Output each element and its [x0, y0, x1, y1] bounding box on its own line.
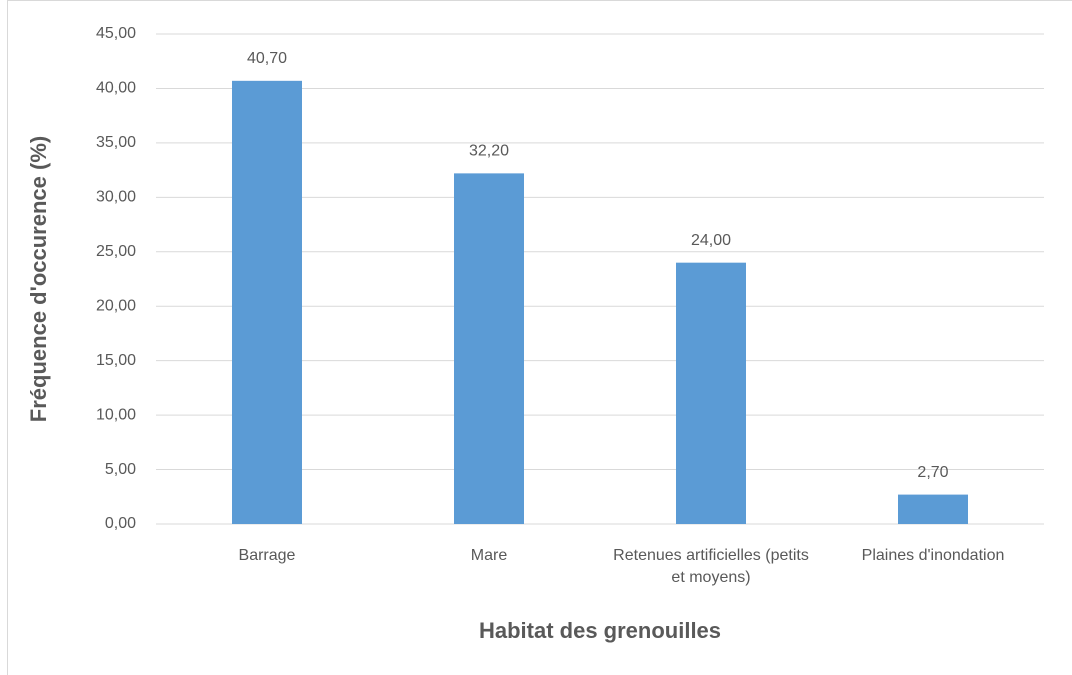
- chart-border: [7, 0, 1072, 675]
- x-axis-title: Habitat des grenouilles: [479, 618, 721, 643]
- y-tick-label: 40,00: [96, 80, 136, 97]
- data-label: 24,00: [691, 232, 731, 249]
- y-axis-title: Fréquence d'occurence (%): [26, 136, 51, 422]
- x-tick-label: Barrage: [238, 547, 296, 564]
- x-tick-label: Retenues artificielles (petits et moyens…: [613, 547, 809, 586]
- y-tick-label: 0,00: [105, 515, 136, 532]
- bar: [454, 173, 524, 524]
- data-label: 40,70: [247, 50, 287, 67]
- bar: [898, 494, 968, 524]
- y-tick-label: 15,00: [96, 352, 136, 369]
- x-tick-label: Plaines d'inondation: [861, 547, 1005, 564]
- data-label: 32,20: [469, 143, 509, 160]
- bar: [676, 262, 746, 524]
- y-tick-label: 5,00: [105, 461, 136, 478]
- y-tick-label: 25,00: [96, 243, 136, 260]
- y-tick-label: 20,00: [96, 297, 136, 314]
- y-tick-label: 35,00: [96, 134, 136, 151]
- y-tick-label: 45,00: [96, 25, 136, 42]
- data-label: 2,70: [917, 464, 948, 481]
- y-tick-label: 10,00: [96, 406, 136, 423]
- x-tick-label: Mare: [470, 547, 508, 564]
- bar: [232, 80, 302, 525]
- y-tick-label: 30,00: [96, 189, 136, 206]
